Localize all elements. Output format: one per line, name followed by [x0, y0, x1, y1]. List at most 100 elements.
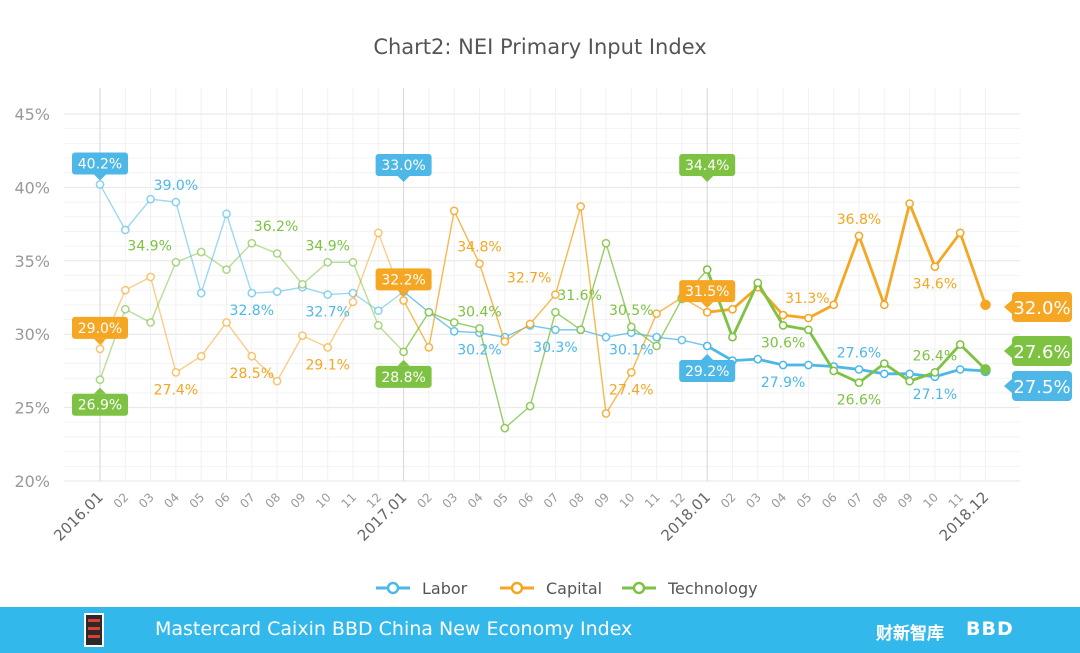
series-segment [225, 322, 253, 357]
x-tick-label: 2017.01 [354, 488, 411, 545]
series-segment [124, 198, 152, 231]
series-segment [630, 326, 658, 347]
series-segment [807, 303, 835, 320]
data-point [196, 351, 206, 361]
data-point [323, 290, 333, 299]
data-point [323, 257, 333, 267]
data-point [980, 299, 991, 311]
x-tick-label: 03 [136, 490, 157, 511]
data-label: 36.2% [254, 219, 298, 235]
data-label: 32.8% [230, 303, 274, 319]
x-tick-label: 2018.12 [936, 488, 993, 545]
data-point [525, 319, 535, 329]
data-point [120, 285, 130, 295]
badge-box [72, 316, 128, 339]
series-segment [302, 335, 328, 349]
x-tick-label: 05 [187, 490, 208, 511]
data-point [626, 368, 636, 377]
data-point [500, 423, 510, 433]
x-tick-label: 2016.01 [50, 488, 107, 545]
data-point [196, 247, 206, 257]
series-segment [478, 263, 506, 342]
data-point [879, 300, 889, 310]
legend-item-capital: Capital [500, 579, 602, 598]
series-segment [200, 213, 228, 294]
series-segment [251, 242, 278, 255]
series-segment [731, 282, 760, 338]
data-point [601, 238, 611, 248]
badge-pointer [701, 302, 714, 309]
data-point [95, 180, 105, 189]
data-point [905, 199, 914, 208]
end-label-pointer [1004, 344, 1012, 358]
badge-box [375, 154, 432, 176]
data-label: 31.3% [785, 291, 829, 307]
data-point [753, 278, 763, 288]
data-point [905, 369, 914, 379]
data-label: 27.6% [837, 345, 881, 361]
data-point [272, 249, 282, 258]
end-label-labor: 27.5% [1004, 371, 1072, 401]
data-point [348, 297, 358, 307]
data-point [930, 368, 940, 377]
badge-box [72, 152, 128, 175]
series-segment [934, 368, 961, 379]
data-point [424, 307, 434, 317]
data-label: 27.4% [609, 382, 653, 398]
series-segment [909, 371, 936, 383]
data-point [373, 306, 383, 316]
data-point [146, 194, 155, 204]
data-point [449, 206, 459, 216]
series-segment [225, 213, 253, 294]
badge-text: 40.2% [78, 156, 122, 172]
end-label-technology: 27.6% [1004, 336, 1072, 366]
data-point [955, 365, 965, 374]
series-segment [504, 405, 531, 429]
series-segment [883, 362, 911, 383]
series-segment [858, 362, 886, 384]
badge-box [679, 280, 736, 303]
x-tick-label: 04 [465, 490, 486, 511]
series-segment [529, 294, 556, 325]
end-label-box [1012, 371, 1072, 401]
series-segment [251, 355, 278, 382]
series-segment [327, 301, 354, 348]
badge-pointer [397, 359, 410, 366]
legend-swatch-dot [632, 581, 646, 595]
nei-logo [84, 613, 104, 647]
series-segment [529, 311, 557, 407]
data-labels: 40.2% 39.0% 32.8% 32.7% 33.0% 30.2% 30.3% 30.1%… [72, 152, 1072, 416]
y-axis: 20% 25% 30% 35% 40% 45% [14, 105, 50, 491]
data-point [677, 335, 687, 345]
series-segment [833, 369, 860, 384]
series-segment [175, 251, 202, 263]
data-point [500, 337, 510, 346]
end-label-text: 32.0% [1013, 298, 1070, 319]
data-label: 26.4% [913, 348, 957, 364]
series-segment [656, 296, 683, 315]
data-point [120, 304, 130, 314]
series-segment [933, 343, 962, 374]
data-point [146, 272, 155, 282]
data-label: 28.5% [230, 366, 274, 382]
data-label-badge: 33.0% [375, 154, 432, 182]
data-point [804, 313, 813, 323]
x-tick-label: 06 [212, 490, 233, 511]
series-segment [99, 184, 126, 231]
badge-text: 33.0% [381, 158, 425, 174]
data-label: 27.9% [761, 375, 805, 391]
data-point [551, 307, 560, 317]
data-point [702, 341, 712, 351]
data-point [652, 332, 661, 342]
series-segment [402, 300, 430, 348]
x-tick-label: 03 [440, 490, 461, 511]
data-point [120, 225, 130, 235]
badge-pointer [94, 338, 106, 345]
footer-title: Mastercard Caixin BBD China New Economy … [155, 618, 633, 640]
series-segment [149, 261, 177, 323]
series-segment [200, 251, 227, 271]
x-tick-label: 09 [591, 490, 612, 511]
x-tick-label: 2018.01 [657, 488, 714, 545]
series-segment [478, 328, 506, 429]
